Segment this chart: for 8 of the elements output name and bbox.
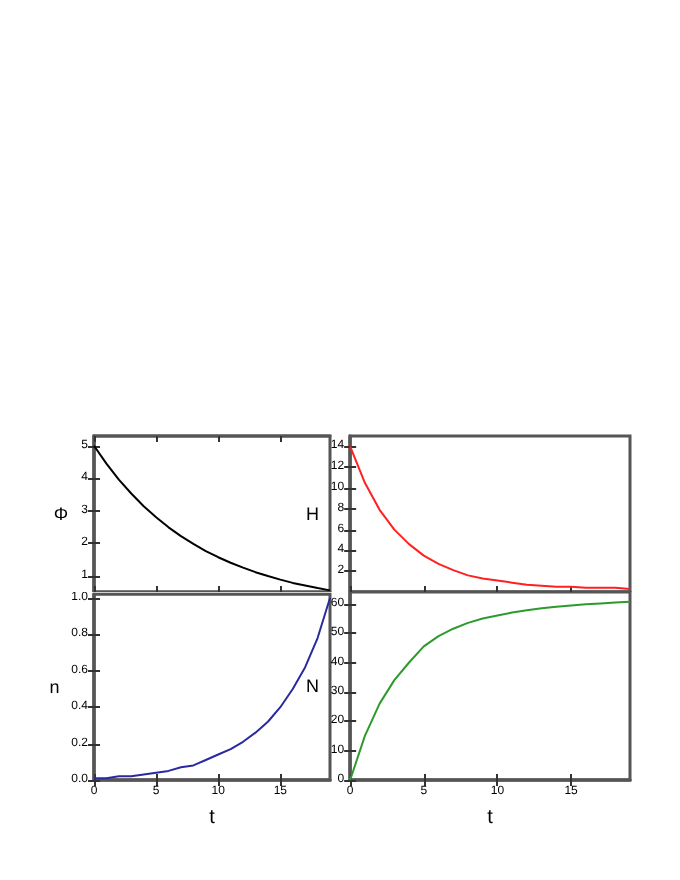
- y-axis-title: H: [306, 504, 319, 524]
- line-series: [93, 597, 331, 780]
- x-axis-title: t: [487, 807, 494, 829]
- x-axis-title: t: [209, 807, 216, 829]
- y-axis-title: n: [49, 677, 60, 698]
- line-series: [349, 600, 631, 781]
- y-axis-title: N: [306, 676, 319, 696]
- y-axis-title: Φ: [53, 504, 68, 524]
